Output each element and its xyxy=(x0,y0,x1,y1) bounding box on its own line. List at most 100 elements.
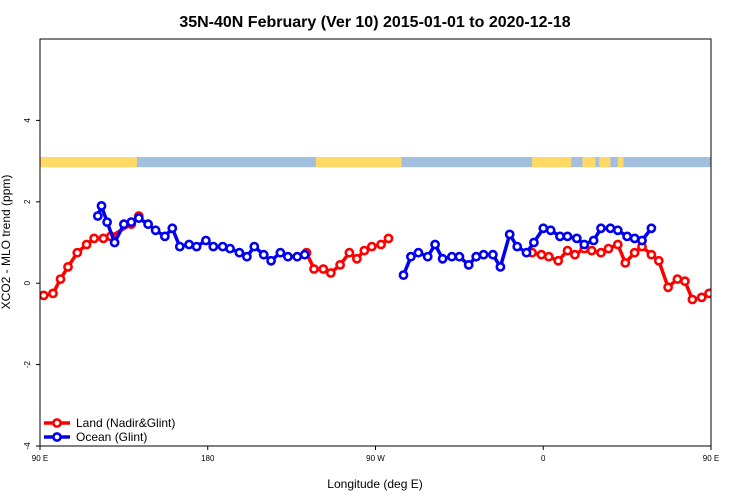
data-point xyxy=(512,241,523,252)
data-point xyxy=(405,251,416,262)
y-axis: -4 -2 0 2 4 xyxy=(23,118,40,450)
data-point xyxy=(454,251,465,262)
legend-item-land: Land (Nadir&Glint) xyxy=(44,416,175,430)
data-point xyxy=(249,241,260,252)
data-point xyxy=(63,261,73,272)
x-tick-label: 90 E xyxy=(32,454,48,463)
y-tick-label: 2 xyxy=(23,199,32,204)
y-tick-label: -4 xyxy=(23,442,32,450)
data-point xyxy=(398,270,409,280)
data-point xyxy=(562,245,573,256)
data-point xyxy=(487,249,498,260)
data-point xyxy=(292,251,303,262)
data-point xyxy=(217,241,228,252)
series-land xyxy=(40,211,746,305)
data-point xyxy=(612,239,623,250)
map-band-land xyxy=(40,157,137,168)
data-point xyxy=(335,259,345,270)
data-point xyxy=(637,235,647,246)
data-point xyxy=(150,225,161,236)
data-point xyxy=(553,255,564,266)
data-point xyxy=(98,233,109,244)
data-point xyxy=(471,251,482,262)
data-point xyxy=(622,231,632,242)
data-point xyxy=(732,249,739,256)
data-point xyxy=(478,249,489,260)
data-point xyxy=(344,247,355,258)
data-point xyxy=(282,251,293,262)
map-band-land xyxy=(599,157,611,168)
data-point xyxy=(359,245,370,256)
data-point xyxy=(739,202,746,209)
data-point xyxy=(133,213,144,223)
map-band-land xyxy=(617,157,624,168)
data-point xyxy=(646,249,657,260)
data-point xyxy=(437,253,448,264)
data-point xyxy=(383,233,394,244)
data-point xyxy=(266,255,276,266)
x-tick-label: 0 xyxy=(541,454,546,463)
data-point xyxy=(241,251,252,262)
data-point xyxy=(48,288,58,299)
data-point xyxy=(351,253,362,264)
data-point xyxy=(545,225,556,236)
data-point xyxy=(234,247,245,258)
data-point xyxy=(463,259,474,270)
data-point xyxy=(258,249,269,260)
data-point xyxy=(413,247,424,258)
series-ocean xyxy=(92,200,750,280)
data-point xyxy=(570,249,580,260)
x-tick-label: 90 E xyxy=(703,454,719,463)
legend: Land (Nadir&Glint)Ocean (Glint) xyxy=(44,416,175,444)
data-point xyxy=(225,243,235,254)
data-point xyxy=(275,247,286,258)
data-point xyxy=(55,274,66,284)
data-point xyxy=(588,235,599,246)
data-point xyxy=(715,276,722,283)
data-point xyxy=(704,288,711,299)
data-point xyxy=(653,255,664,266)
plot-frame xyxy=(39,38,712,447)
data-point xyxy=(167,223,178,234)
data-point xyxy=(680,276,690,287)
map-band-land xyxy=(532,157,572,168)
data-point xyxy=(586,245,597,256)
series-line xyxy=(739,206,750,247)
data-point xyxy=(620,257,631,268)
data-point xyxy=(543,251,554,262)
y-tick-label: 0 xyxy=(23,280,32,285)
data-point xyxy=(663,282,673,293)
data-point xyxy=(325,268,336,278)
data-point xyxy=(745,219,750,226)
map-band-land xyxy=(315,157,402,168)
x-tick-label: 90 W xyxy=(366,454,385,463)
data-point xyxy=(739,241,746,248)
data-point xyxy=(96,200,107,211)
data-point xyxy=(102,217,112,227)
data-point xyxy=(72,247,83,258)
data-point xyxy=(92,211,103,221)
data-point xyxy=(81,239,92,250)
data-point xyxy=(529,237,539,248)
data-point xyxy=(521,247,532,258)
data-point xyxy=(126,217,137,227)
data-point xyxy=(596,247,606,258)
data-point xyxy=(208,241,219,252)
data-point xyxy=(605,223,616,234)
data-point xyxy=(538,223,549,234)
data-point xyxy=(159,231,170,242)
data-point xyxy=(309,264,319,274)
data-point xyxy=(40,290,49,301)
map-band-land xyxy=(711,157,750,167)
y-tick-label: -2 xyxy=(23,360,32,368)
data-point xyxy=(174,241,185,252)
data-point xyxy=(446,251,457,262)
data-point xyxy=(191,241,202,252)
data-point xyxy=(536,249,547,260)
y-axis-label: XCO2 - MLO trend (ppm) xyxy=(0,175,13,310)
data-point xyxy=(722,263,729,270)
series-line xyxy=(530,242,711,302)
data-point xyxy=(143,219,153,230)
chart-title: 35N-40N February (Ver 10) 2015-01-01 to … xyxy=(179,14,570,31)
